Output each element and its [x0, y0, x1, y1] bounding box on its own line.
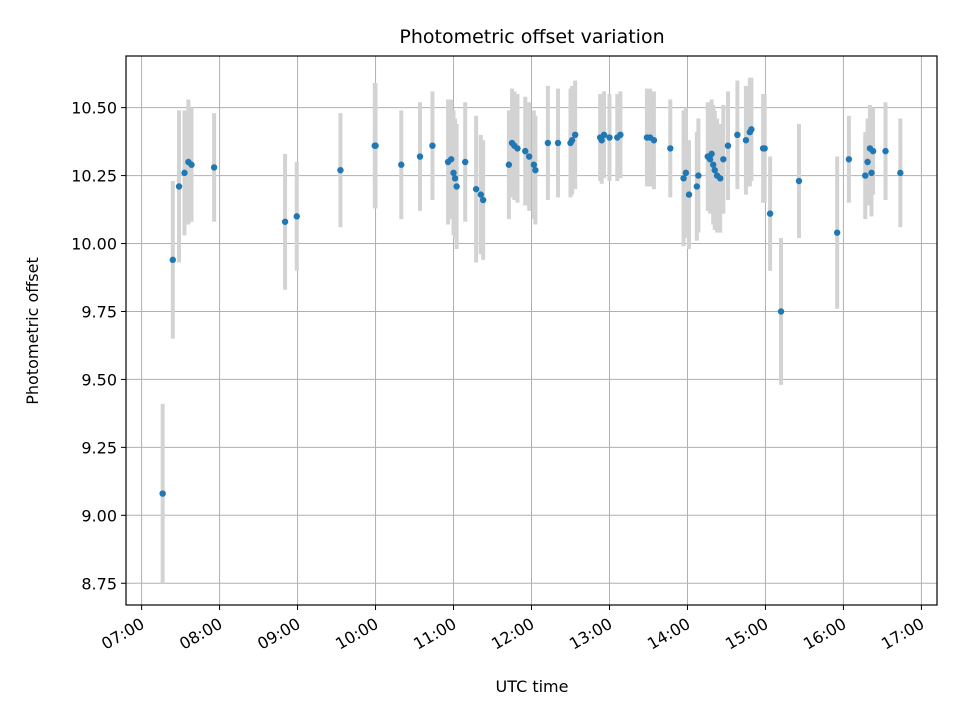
- x-tick-label: 14:00: [644, 614, 693, 654]
- y-tick-label: 10.50: [71, 99, 117, 118]
- data-point: [724, 142, 732, 149]
- data-point: [450, 169, 457, 177]
- data-point: [709, 161, 717, 168]
- data-point: [685, 191, 693, 198]
- data-point: [530, 161, 538, 168]
- data-point: [210, 164, 218, 171]
- data-point: [600, 131, 608, 139]
- data-point: [869, 147, 877, 155]
- data-point: [451, 175, 459, 182]
- data-point: [606, 134, 613, 141]
- data-point: [281, 218, 289, 225]
- data-point: [169, 256, 176, 264]
- data-point: [864, 158, 871, 166]
- x-tick-label: 09:00: [254, 614, 303, 654]
- data-point: [617, 131, 624, 139]
- data-point: [695, 172, 702, 179]
- data-point: [868, 169, 875, 177]
- data-point: [833, 229, 841, 236]
- data-point: [795, 177, 803, 185]
- y-tick-label: 9.75: [81, 302, 117, 321]
- data-point: [777, 308, 785, 315]
- x-tick-label: 17:00: [878, 614, 927, 654]
- data-point: [568, 137, 576, 144]
- data-point: [720, 156, 727, 163]
- grid-layer: [126, 56, 937, 605]
- y-tick-label: 10.00: [71, 235, 117, 254]
- data-point: [682, 169, 690, 177]
- data-point: [680, 175, 687, 182]
- y-tick-label: 9.25: [81, 438, 117, 457]
- data-point: [532, 166, 539, 174]
- data-point: [175, 183, 183, 190]
- data-point: [479, 196, 487, 204]
- data-point: [598, 137, 605, 144]
- data-point: [337, 166, 344, 174]
- data-point: [845, 156, 853, 163]
- data-point: [525, 153, 533, 160]
- y-tick-label: 9.00: [81, 506, 117, 525]
- data-point: [717, 175, 724, 182]
- data-point: [462, 158, 469, 166]
- data-point: [372, 142, 379, 149]
- x-tick-label: 11:00: [410, 614, 459, 654]
- y-tick-label: 8.75: [81, 574, 117, 593]
- data-point: [505, 161, 513, 168]
- data-point: [897, 169, 904, 177]
- y-tick-label: 9.50: [81, 370, 117, 389]
- data-point: [862, 172, 869, 179]
- x-tick-label: 07:00: [98, 614, 147, 654]
- data-point: [708, 150, 715, 158]
- data-point: [447, 156, 455, 163]
- x-axis-title: UTC time: [496, 677, 569, 696]
- data-point: [522, 147, 529, 155]
- data-point: [472, 185, 480, 193]
- data-point: [711, 166, 718, 174]
- data-point: [761, 145, 768, 152]
- point-layer: [159, 126, 904, 497]
- y-tick-label: 10.25: [71, 167, 117, 186]
- data-point: [514, 145, 521, 152]
- data-point: [181, 169, 188, 177]
- data-point: [429, 142, 436, 149]
- data-point: [416, 153, 424, 160]
- data-point: [742, 137, 750, 144]
- data-point: [453, 183, 460, 190]
- data-point: [748, 126, 755, 133]
- data-point: [650, 137, 658, 144]
- data-point: [571, 131, 579, 139]
- data-point: [766, 210, 774, 217]
- x-tick-label: 13:00: [566, 614, 615, 654]
- data-point: [667, 145, 674, 152]
- data-point: [734, 131, 741, 139]
- data-point: [554, 139, 562, 147]
- data-point: [477, 191, 485, 198]
- data-point: [159, 490, 166, 497]
- data-point: [188, 161, 195, 168]
- x-tick-label: 08:00: [176, 614, 225, 654]
- data-point: [293, 213, 300, 220]
- data-point: [706, 156, 714, 163]
- data-point: [398, 161, 405, 168]
- x-tick-label: 15:00: [722, 614, 771, 654]
- data-point: [693, 183, 701, 190]
- x-tick-label: 10:00: [332, 614, 381, 654]
- y-axis-title: Photometric offset: [23, 257, 42, 405]
- data-point: [544, 139, 552, 147]
- chart-title: Photometric offset variation: [399, 26, 664, 48]
- data-point: [882, 147, 889, 155]
- x-tick-label: 12:00: [488, 614, 537, 654]
- x-tick-label: 16:00: [800, 614, 849, 654]
